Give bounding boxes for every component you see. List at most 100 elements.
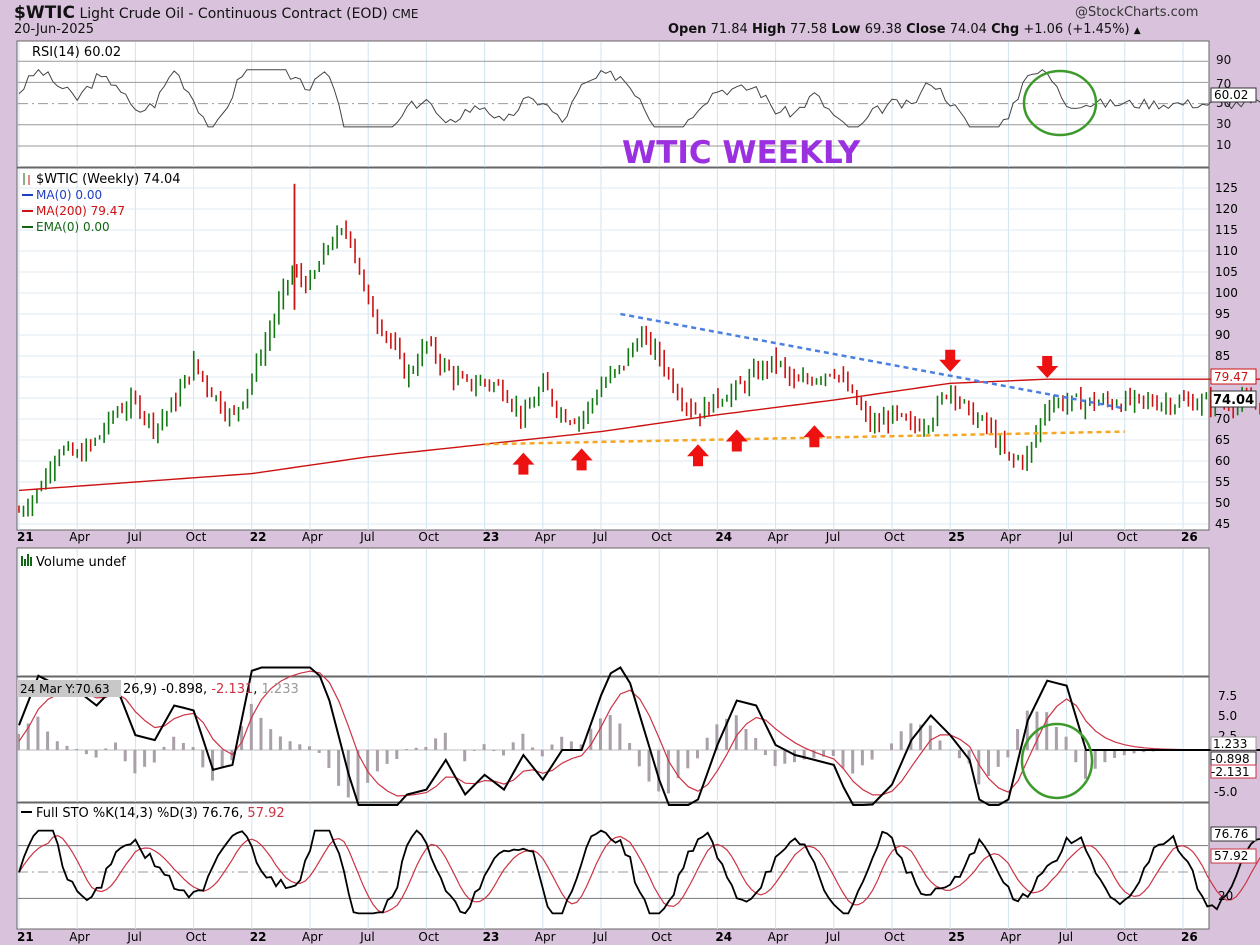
macd-ticks: 7.5 5.0 2.5 -5.0: [1214, 689, 1237, 799]
macd-legend: 26,9) -0.898, -2.131, 1.233: [123, 682, 299, 697]
macd-signal-last: -2.131: [1211, 765, 1250, 779]
macd-hist-bar: [1074, 750, 1078, 763]
macd-hist-bar: [259, 717, 263, 750]
x-tick-Apr: Apr: [768, 530, 789, 544]
macd-hist-bar: [550, 744, 554, 750]
macd-hist-bar: [822, 750, 826, 757]
macd-hist-bar: [705, 737, 709, 750]
price-tick-125: 125: [1215, 181, 1238, 195]
macd-hist-bar: [55, 741, 59, 750]
macd-hist-bar: [1054, 726, 1058, 750]
x-tick-25: 25: [948, 530, 965, 544]
price-plot: [18, 183, 1260, 517]
macd-hist-bar: [657, 750, 661, 792]
rsi-tick-30: 30: [1216, 117, 1231, 131]
macd-hist-bar: [201, 750, 205, 768]
bar-chart-icon: [21, 554, 32, 566]
macd-hist-bar: [996, 750, 1000, 767]
high-label: High: [751, 22, 786, 37]
macd-signal-box: [1210, 764, 1257, 779]
price-ticks: 1251201151101051009590858075706560555045: [1215, 181, 1238, 531]
macd-hist-bar: [860, 750, 864, 766]
x-tick-Apr: Apr: [1000, 930, 1021, 944]
macd-hist-bar: [579, 744, 583, 750]
price-tick-100: 100: [1215, 286, 1238, 300]
ohlc-readout: Open 71.84 High 77.58 Low 69.38 Close 74…: [668, 22, 1141, 37]
support-trendline: [484, 430, 1125, 446]
macd-hist-bar: [637, 750, 641, 767]
x-tick-24: 24: [715, 930, 732, 944]
x-tick-Apr: Apr: [302, 930, 323, 944]
macd-hist-bar: [269, 729, 273, 750]
macd-hist-bar: [114, 742, 117, 750]
x-tick-Jul: Jul: [592, 530, 607, 544]
chart-date: 20-Jun-2025: [14, 22, 95, 37]
macd-hist-bar: [1016, 729, 1020, 750]
open-label: Open: [668, 22, 707, 37]
ma200-line: [18, 378, 1260, 492]
macd-hist-bar: [298, 744, 302, 750]
x-tick-Oct: Oct: [651, 930, 672, 944]
macd-hist-bar: [1132, 750, 1136, 754]
sto-k-last: 76.76: [1214, 827, 1248, 841]
symbol: $WTIC: [14, 3, 75, 23]
macd-hist-bar: [696, 750, 699, 759]
macd-hist-bar: [618, 723, 622, 750]
macd-hist-bar: [1064, 736, 1068, 750]
macd-hist-bar: [715, 724, 719, 750]
macd-hist-bar: [977, 750, 981, 785]
price-tick-110: 110: [1215, 244, 1238, 258]
x-tick-Apr: Apr: [1000, 530, 1021, 544]
annotation-title: WTIC WEEKLY: [622, 135, 861, 171]
macd-signal-line: [18, 670, 1260, 797]
resistance-trendline: [620, 312, 1126, 410]
sto-d-box: [1210, 848, 1257, 864]
x-tick-Apr: Apr: [535, 930, 556, 944]
macd-hist-bar: [143, 750, 147, 767]
macd-hist-bar: [123, 750, 127, 762]
x-tick-Oct: Oct: [651, 530, 672, 544]
rsi-tick-10: 10: [1216, 138, 1231, 152]
macd-hist-bar: [463, 750, 467, 762]
x-tick-22: 22: [250, 530, 267, 544]
macd-hist-bar: [414, 747, 418, 750]
macd-hist-bar: [734, 715, 738, 750]
x-tick-Apr: Apr: [535, 530, 556, 544]
macd-hist-bar: [686, 750, 690, 769]
x-tick-Oct: Oct: [1117, 530, 1138, 544]
x-tick-23: 23: [483, 530, 500, 544]
macd-hist-bar: [1122, 750, 1126, 756]
x-tick-21: 21: [17, 930, 34, 944]
macd-hist-bar: [569, 741, 573, 750]
macd-hist-bar: [94, 750, 98, 758]
macd-hist-bar: [783, 750, 787, 764]
macd-hist-bar: [1025, 710, 1029, 750]
macd-hist-bar: [191, 747, 195, 750]
macd-hist-bar: [841, 750, 845, 769]
price-tick-105: 105: [1215, 265, 1238, 279]
up-arrow-icon: [725, 429, 748, 452]
x-tick-Jul: Jul: [126, 930, 141, 944]
macd-hist-bar: [1113, 750, 1117, 758]
chart-title: $WTIC Light Crude Oil - Continuous Contr…: [14, 3, 418, 23]
macd-hist-bar: [308, 746, 311, 750]
macd-hist-bar: [676, 750, 680, 779]
macd-hist-bar: [230, 750, 234, 761]
chg-value: +1.06 (+1.45%): [1023, 22, 1130, 37]
x-tick-Apr: Apr: [302, 530, 323, 544]
macd-hist-bar: [104, 748, 108, 750]
macd-hist-bar: [987, 750, 990, 776]
macd-hist-bar: [899, 731, 903, 750]
macd-hist-bar: [599, 718, 602, 750]
macd-hist-bar: [482, 744, 486, 750]
x-tick-Jul: Jul: [126, 530, 141, 544]
macd-hist-bar: [744, 729, 748, 750]
x-tick-Jul: Jul: [825, 530, 840, 544]
macd-hist-bar: [938, 740, 942, 750]
x-tick-Oct: Oct: [186, 530, 207, 544]
macd-hist-bar: [278, 736, 282, 750]
down-arrow-icon: [939, 349, 962, 372]
macd-hist-bar: [1006, 750, 1010, 758]
macd-hist-bar: [928, 725, 932, 750]
macd-hist-bar: [1142, 750, 1146, 753]
